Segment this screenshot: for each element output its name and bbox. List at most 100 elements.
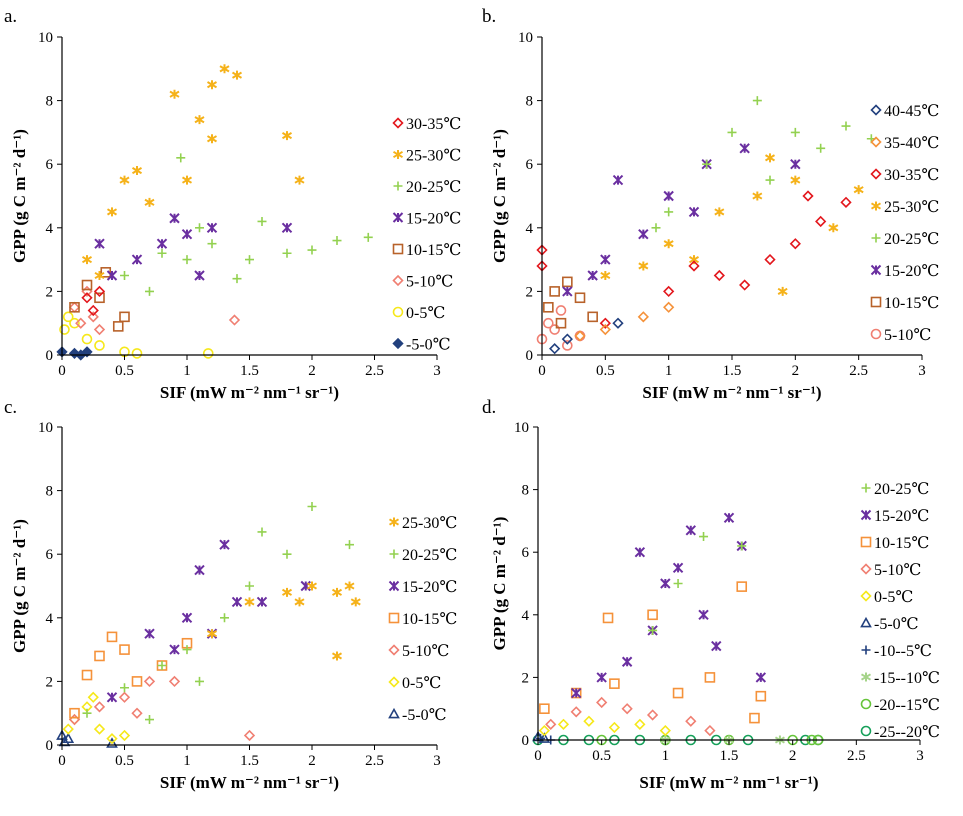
data-point [168,675,181,688]
data-point [574,292,586,304]
data-point [596,696,608,709]
data-point [555,317,567,329]
x-tick-label: 2 [308,753,316,769]
legend-item: 10-15℃ [870,295,939,312]
legend-label: 15-20℃ [874,508,929,525]
data-point [306,581,318,591]
data-point [600,271,611,280]
legend-item: 15-20℃ [870,263,939,280]
legend-marker [388,580,400,592]
data-point [219,64,230,74]
legend-label: 0-5℃ [402,675,441,692]
legend: 30-35℃ 25-30℃ 20-25℃ 15-20℃ 10-15℃ 5-10℃ 0-5℃ -… [392,116,461,354]
legend-marker [388,676,400,688]
data-point [332,236,342,246]
series-25-30℃ [600,153,864,296]
data-point [646,709,659,721]
series-15-20℃ [570,512,767,699]
data-point [119,175,130,185]
series-20-25℃ [648,532,747,635]
data-point [87,304,99,317]
data-point [206,80,218,90]
legend-marker [870,328,882,340]
data-point [219,539,230,550]
y-tick-label: 8 [522,483,530,499]
legend-label: 20-25℃ [402,547,457,564]
data-point [69,317,80,329]
data-point [94,292,105,304]
data-point [206,134,218,144]
x-tick-label: 2.5 [849,363,868,379]
data-point [739,279,751,291]
data-point [574,330,586,342]
data-point [739,143,750,154]
data-point [672,562,684,574]
data-point [94,271,105,280]
legend-marker [392,337,404,350]
data-point [256,596,268,608]
x-tick-label: 0.5 [596,363,615,379]
data-point [840,196,852,208]
data-point [87,311,99,323]
y-tick-label: 6 [46,157,54,173]
y-tick-label: 6 [46,547,54,563]
data-point [752,96,762,106]
data-point [688,255,700,265]
y-tick-label: 8 [46,94,54,110]
data-point [119,644,130,655]
data-point [816,143,826,153]
legend-marker [392,150,404,159]
data-point [59,324,70,335]
data-point [69,707,80,719]
y-tick-label: 0 [526,348,534,364]
data-point [549,286,560,297]
series-25-30℃ [206,581,361,661]
data-point [120,683,129,693]
data-point [570,687,582,699]
data-point [93,701,106,713]
data-point [344,581,355,591]
points [56,502,361,748]
data-point [561,333,573,345]
data-point [602,612,614,624]
series-20-25℃ [120,153,373,296]
x-tick-label: 0.5 [115,363,134,379]
data-point [545,718,557,730]
data-point [634,718,646,730]
data-point [363,232,373,242]
data-point [245,581,254,591]
legend-label: -10--5℃ [874,643,932,660]
data-point [574,330,586,342]
legend-label: 25-30℃ [406,148,461,165]
legend-marker [392,117,404,129]
data-point [181,228,193,240]
legend-label: 10-15℃ [884,295,939,312]
data-point [294,175,305,185]
data-point [539,703,550,715]
legend-label: 25-30℃ [402,515,457,532]
x-tick-label: 1.5 [240,753,259,769]
data-point [143,675,156,688]
data-point [120,271,129,280]
data-point [157,248,167,258]
legend-marker [860,563,872,575]
data-point [69,301,80,313]
legend-item: 35-40℃ [870,135,939,152]
data-point [790,127,800,137]
data-point [752,191,763,201]
data-point [647,609,658,621]
data-point [737,541,747,551]
x-tick-label: 1.5 [240,363,259,379]
legend-marker [860,725,872,737]
legend-item: 15-20℃ [388,579,457,596]
x-tick-label: 0 [534,748,542,764]
panel-label: b. [482,6,496,27]
y-tick-label: 2 [526,284,534,300]
y-tick-label: 10 [38,30,53,46]
legend-item: 20-25℃ [861,481,929,498]
legend-item: 10-15℃ [392,242,461,259]
data-point [194,115,205,125]
series-0-5℃ [59,311,214,359]
data-point [659,724,671,737]
